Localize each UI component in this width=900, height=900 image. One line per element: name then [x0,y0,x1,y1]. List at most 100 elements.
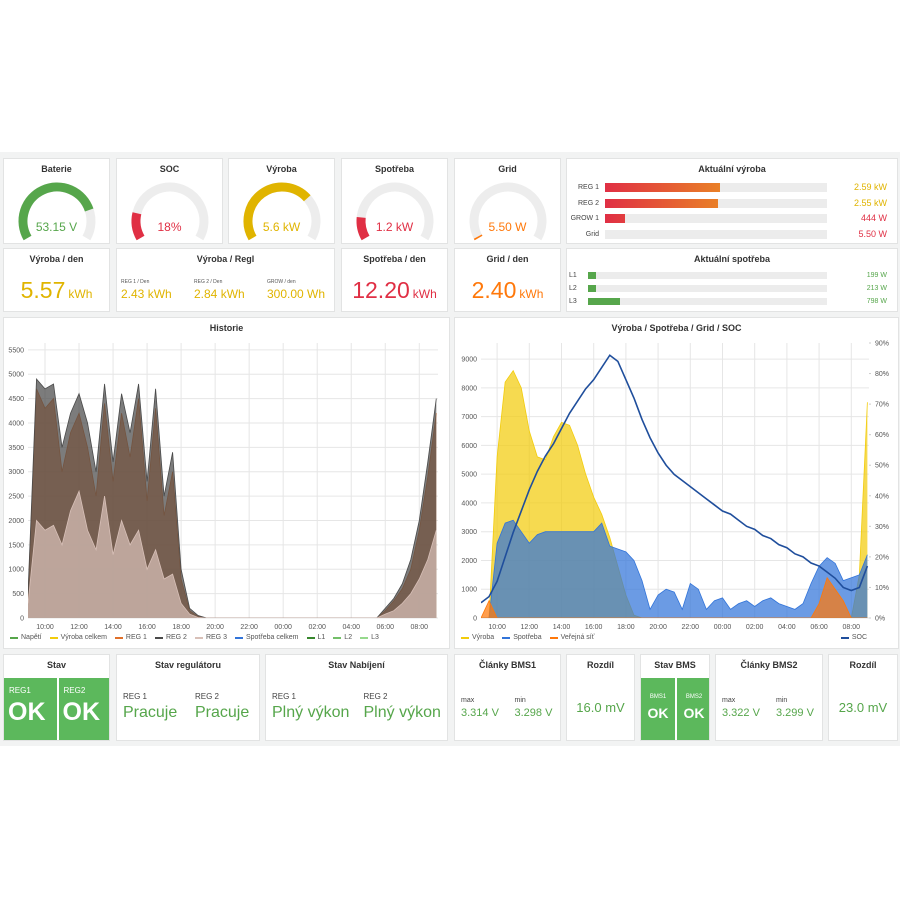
gauge-value-label: 5.50 W [488,220,527,234]
legend-label: Spotřeba celkem [245,634,299,641]
legend-item: L2 [333,634,352,641]
stat-number: 2.40 [471,277,517,303]
status-tile: REG1 OK [4,678,57,740]
bar-name: REG 1 [577,184,599,191]
gauge-value [473,234,483,241]
y-tick-label: 4000 [461,500,477,507]
series-line [481,354,869,604]
bar-gauge-panel: Aktuální spotřeba L1 199 W L2 213 W L3 798 W [566,248,898,312]
bar-track [588,285,827,292]
stat-item-value: 300.00 Wh [267,287,326,301]
bar-track [605,214,827,223]
stat-number: 12.20 [352,277,410,303]
cell-value: 3.298 V [514,707,553,719]
cell-label: max [722,697,736,704]
bar-name: REG 2 [577,199,599,207]
gauge-value [356,216,370,241]
legend-swatch [461,636,469,639]
status-label: REG 2 [363,692,388,701]
bar-track [588,272,827,279]
stat-unit: kWh [412,287,437,301]
y2-tick-label: 20% [875,554,889,561]
y-tick-label: 1000 [461,587,477,594]
tile-label: REG1 [9,686,31,695]
panel-title: Aktuální spotřeba [693,254,770,264]
x-tick-label: 08:00 [843,624,861,631]
bar-track [605,229,827,239]
bar-value-label: 2.59 kW [853,182,887,192]
legend-swatch [306,636,315,639]
status-value: Plný výkon [272,704,350,721]
y-tick-label: 500 [12,591,24,598]
panel-title: Stav BMS [654,660,696,670]
panel-title: SOC [159,164,180,174]
legend-item: Napětí [10,634,42,641]
y-tick-label: 3000 [8,469,24,476]
x-tick-label: 14:00 [104,624,122,631]
x-tick-label: 22:00 [682,624,700,631]
y2-tick-label: 30% [875,524,889,531]
gauge-panel: Baterie 53.15 V [3,158,110,244]
gauge-value [131,212,145,241]
tile-value: OK [683,705,705,721]
x-tick-label: 18:00 [617,624,635,631]
bar-gauge-panel: Aktuální výroba REG 1 2.59 kW REG 2 2.55 kW G… [566,158,898,244]
x-tick-label: 04:00 [778,624,796,631]
y2-tick-label: 50% [875,463,889,470]
panel-title: Stav regulátoru [154,660,221,670]
x-tick-label: 04:00 [342,624,360,631]
legend-label: SOC [851,634,867,641]
x-tick-label: 06:00 [810,624,828,631]
legend-label: Napětí [21,634,42,641]
status-value: Pracuje [123,704,178,721]
legend-swatch [114,636,123,639]
legend-label: REG 3 [205,634,227,641]
panel-title: Grid [498,164,517,174]
bar-value-label: 199 W [866,272,887,279]
legend-swatch [840,636,849,639]
stat-item-value: 2.84 kWh [194,287,245,301]
y-tick-label: 2000 [461,558,477,565]
gauge-panel: SOC 18% [116,158,223,244]
panel-title: Výroba / den [29,254,84,264]
cell-label: min [776,697,788,704]
bar [588,298,620,305]
y2-tick-label: 90% [875,341,889,348]
tile-value: OK [62,698,101,726]
x-tick-label: 10:00 [36,624,54,631]
bar-name: Grid [585,230,599,238]
legend-label: Spotřeba [513,634,542,641]
plot-area [481,354,869,618]
stat-panel: Grid / den 2.40 kWh [454,248,561,312]
legend-item: Veřejná síť [549,634,594,641]
tile-value: OK [8,698,46,726]
stat-unit: kWh [519,287,544,301]
panel-title: Články BMS1 [478,660,537,670]
x-tick-label: 02:00 [746,624,764,631]
plot-area [28,378,437,618]
x-tick-label: 06:00 [376,624,394,631]
cell-label: max [461,697,475,704]
stat-item-label: GROW / den [267,279,296,285]
status-panel: Články BMS2 max 3.322 V min 3.299 V [715,654,823,741]
status-panel: Stav REG1 OK REG2 OK [3,654,110,741]
stat-value: 12.20 kWh [342,277,447,304]
chart-panel: Historie 0 500 1000 1500 2000 2500 3000 3500 4000… [3,317,450,649]
y2-tick-label: 10% [875,585,889,592]
status-panel: Stav Nabíjení REG 1 Plný výkon REG 2 Plný vý… [265,654,448,741]
legend-item: REG 1 [114,634,147,641]
legend-label: L2 [344,634,353,641]
bar-name: GROW 1 [570,215,599,222]
y-tick-label: 6000 [461,443,477,450]
y-tick-label: 1500 [8,542,24,549]
bar [605,198,719,208]
legend-swatch [49,636,58,639]
legend-label: REG 2 [165,634,187,641]
series-line [481,519,868,618]
panel-title: Články BMS2 [740,660,798,670]
bar-name: L1 [569,272,577,279]
y-tick-label: 0 [473,616,477,623]
series-line [28,378,437,618]
